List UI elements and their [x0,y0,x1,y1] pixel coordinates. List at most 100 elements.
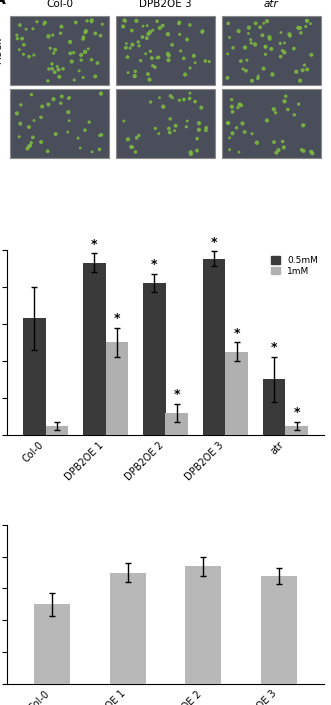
Bar [222,16,321,85]
Point [160,20,166,31]
Point [82,125,88,136]
Point [67,92,72,103]
Point [178,45,183,56]
Text: *: * [294,406,300,419]
Point [21,49,26,60]
Point [145,20,150,31]
Point [150,25,156,36]
Point [93,27,98,39]
Point [301,120,306,131]
Point [296,23,301,34]
Point [166,54,171,66]
Point [18,118,23,129]
Point [188,148,194,159]
Point [165,48,170,59]
Point [282,37,287,49]
Point [53,128,58,140]
Point [73,17,78,28]
Point [82,47,88,58]
Point [130,39,135,50]
Point [188,147,193,158]
Point [225,72,230,83]
Point [71,75,77,86]
Point [124,38,129,49]
Point [207,56,212,67]
Point [203,56,208,67]
Point [177,94,182,106]
Point [225,118,230,129]
Point [26,121,32,133]
Point [235,102,241,114]
Point [227,144,232,155]
Point [169,39,175,51]
Point [80,33,86,44]
Point [31,115,37,126]
Point [61,63,66,75]
Point [46,31,51,42]
Text: atr: atr [264,0,279,9]
Point [240,63,246,75]
Point [136,40,142,51]
Point [176,18,182,29]
Point [197,118,202,129]
Point [123,16,128,27]
Point [234,122,239,133]
Point [125,67,131,78]
Point [122,15,127,26]
Point [50,30,55,41]
Point [26,51,32,62]
Point [282,47,287,58]
Point [187,93,192,104]
Point [136,37,141,48]
Text: *: * [211,235,217,249]
Point [51,94,56,105]
Point [253,39,258,50]
Bar [83,263,106,435]
Point [66,92,71,104]
Point [125,134,131,145]
Point [256,70,261,82]
Point [309,49,314,61]
Point [155,16,160,27]
Point [302,59,307,70]
Point [243,65,249,76]
Point [84,16,90,27]
Point [57,71,62,82]
Point [17,131,22,142]
Point [278,38,283,49]
Point [308,18,313,30]
Point [271,104,276,115]
Point [273,107,278,118]
Point [148,46,153,57]
Point [300,65,305,76]
Point [98,88,104,99]
Point [194,133,200,145]
Point [287,29,292,40]
Point [39,101,45,112]
Point [165,29,170,40]
Point [75,133,81,144]
Point [45,145,50,157]
Point [69,56,74,67]
Point [168,90,173,102]
Point [42,17,48,28]
Point [285,104,291,115]
Legend: 0.5mM, 1mM: 0.5mM, 1mM [269,254,320,278]
Point [299,144,304,155]
Point [29,89,34,100]
Point [184,121,189,133]
Point [294,66,299,78]
Point [77,142,83,154]
Point [238,56,244,67]
Point [305,63,310,75]
Point [229,101,234,112]
Point [264,16,270,27]
Point [248,34,253,45]
Point [296,99,301,110]
Point [276,145,281,156]
Point [120,21,126,32]
Point [89,54,94,66]
Point [58,97,64,109]
Point [308,146,314,157]
Point [140,20,146,32]
